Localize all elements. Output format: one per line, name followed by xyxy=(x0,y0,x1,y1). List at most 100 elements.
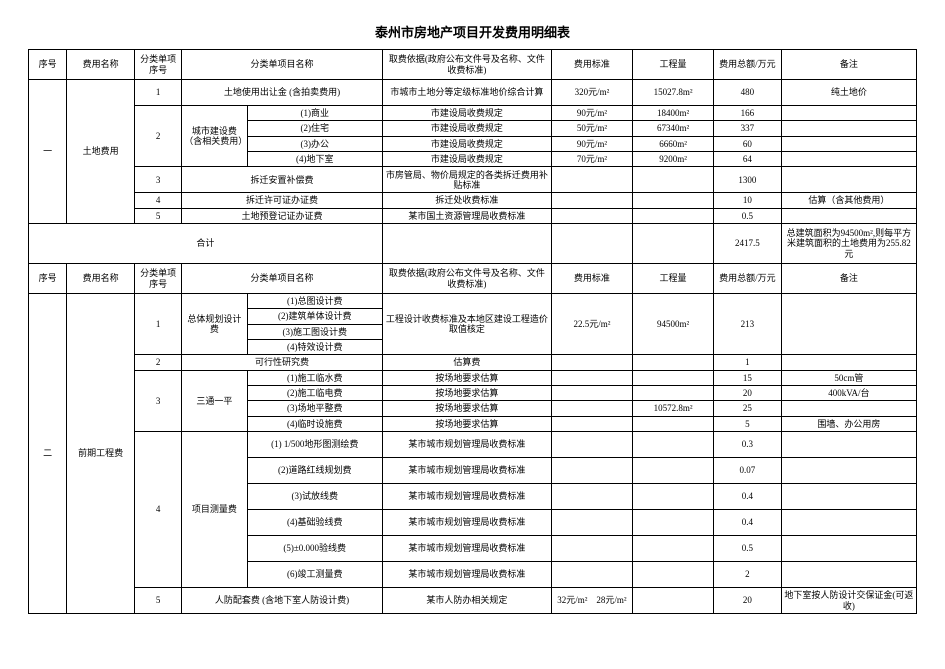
cell xyxy=(551,401,632,416)
col-amt: 费用总额/万元 xyxy=(714,264,782,294)
cell: 2 xyxy=(134,106,181,167)
cell: (4)基础验线费 xyxy=(247,510,382,536)
detail-table: 序号 费用名称 分类单项序号 分类单项目名称 取费依据(政府公布文件号及名称、文… xyxy=(28,49,917,614)
sec1-no: 一 xyxy=(29,80,67,224)
cell: 90元/m² xyxy=(551,106,632,121)
sec2-name: 前期工程费 xyxy=(67,294,135,614)
cell: 337 xyxy=(714,121,782,136)
cell: 按场地要求估算 xyxy=(382,416,551,431)
cell: 1 xyxy=(714,355,782,370)
cell: 10572.8m² xyxy=(632,401,713,416)
cell xyxy=(781,484,916,510)
cell: 地下室按人防设计交保证金(可返收) xyxy=(781,588,916,614)
cell: 工程设计收费标准及本地区建设工程造价取值核定 xyxy=(382,294,551,355)
cell xyxy=(781,294,916,355)
cell: 市城市土地分等定级标准地价综合计算 xyxy=(382,80,551,106)
col-std: 费用标准 xyxy=(551,50,632,80)
cell: 估算（含其他费用） xyxy=(781,193,916,208)
cell xyxy=(632,536,713,562)
cell xyxy=(551,355,632,370)
cell xyxy=(632,510,713,536)
cell: 6660m² xyxy=(632,136,713,151)
cell xyxy=(632,484,713,510)
cell: (1)总图设计费 xyxy=(247,294,382,309)
cell xyxy=(551,224,632,264)
cell: (2)施工临电费 xyxy=(247,386,382,401)
cell: 2 xyxy=(714,562,782,588)
subtotal-label: 合计 xyxy=(29,224,383,264)
cell: 50元/m² xyxy=(551,121,632,136)
cell: (6)竣工测量费 xyxy=(247,562,382,588)
cell xyxy=(781,401,916,416)
cell: 拆迁安置补偿费 xyxy=(182,167,383,193)
cell: 67340m² xyxy=(632,121,713,136)
cell xyxy=(551,536,632,562)
cell xyxy=(632,355,713,370)
cell: 5 xyxy=(134,588,181,614)
col-basis: 取费依据(政府公布文件号及名称、文件收费标准) xyxy=(382,50,551,80)
col-note: 备注 xyxy=(781,264,916,294)
col-qty: 工程量 xyxy=(632,264,713,294)
cell: 15027.8m² xyxy=(632,80,713,106)
cell: 某市城市规划管理局收费标准 xyxy=(382,458,551,484)
cell: 1300 xyxy=(714,167,782,193)
col-subseq: 分类单项序号 xyxy=(134,50,181,80)
cell: 可行性研究费 xyxy=(182,355,383,370)
col-amt: 费用总额/万元 xyxy=(714,50,782,80)
cell: 按场地要求估算 xyxy=(382,386,551,401)
cell: 2417.5 xyxy=(714,224,782,264)
cell: 50cm管 xyxy=(781,370,916,385)
cell xyxy=(781,106,916,121)
cell: (4)特效设计费 xyxy=(247,340,382,355)
cell: 90元/m² xyxy=(551,136,632,151)
cell xyxy=(632,562,713,588)
cell: 估算费 xyxy=(382,355,551,370)
cell: 市房管局、物价局规定的各类拆迁费用补贴标准 xyxy=(382,167,551,193)
cell: 5 xyxy=(714,416,782,431)
cell: 22.5元/m² xyxy=(551,294,632,355)
cell: 10 xyxy=(714,193,782,208)
sec2-no: 二 xyxy=(29,294,67,614)
col-item: 分类单项目名称 xyxy=(182,50,383,80)
cell: (3)场地平整费 xyxy=(247,401,382,416)
cell: 人防配套费 (含地下室人防设计费) xyxy=(182,588,383,614)
cell: 某市人防办相关规定 xyxy=(382,588,551,614)
cell: 0.07 xyxy=(714,458,782,484)
cell: 某市城市规划管理局收费标准 xyxy=(382,536,551,562)
cell xyxy=(632,458,713,484)
sec1-name: 土地费用 xyxy=(67,80,135,224)
cell: (4)地下室 xyxy=(247,152,382,167)
cell: 土地使用出让金 (含拍卖费用) xyxy=(182,80,383,106)
cell xyxy=(551,167,632,193)
cell: 市建设局收费规定 xyxy=(382,136,551,151)
cell xyxy=(551,510,632,536)
cell: 20 xyxy=(714,588,782,614)
cell: (4)临时设施费 xyxy=(247,416,382,431)
cell xyxy=(632,167,713,193)
col-seq: 序号 xyxy=(29,264,67,294)
cell xyxy=(632,224,713,264)
cell: (1)商业 xyxy=(247,106,382,121)
col-name: 费用名称 xyxy=(67,264,135,294)
cell: (1) 1/500地形图测绘费 xyxy=(247,432,382,458)
cell: 市建设局收费规定 xyxy=(382,106,551,121)
col-item: 分类单项目名称 xyxy=(182,264,383,294)
cell xyxy=(632,386,713,401)
cell: (5)±0.000验线费 xyxy=(247,536,382,562)
cell xyxy=(551,562,632,588)
cell: 某市城市规划管理局收费标准 xyxy=(382,484,551,510)
cell xyxy=(781,355,916,370)
cell: 0.3 xyxy=(714,432,782,458)
cell xyxy=(551,193,632,208)
cell: 32元/m² 28元/m² xyxy=(551,588,632,614)
cell: 0.5 xyxy=(714,536,782,562)
cell: 某市城市规划管理局收费标准 xyxy=(382,562,551,588)
cell xyxy=(632,432,713,458)
cell xyxy=(781,536,916,562)
cell xyxy=(781,432,916,458)
cell: 拆迁许可证办证费 xyxy=(182,193,383,208)
cell: 项目测量费 xyxy=(182,432,247,588)
cell xyxy=(551,458,632,484)
cell xyxy=(632,370,713,385)
cell: 纯土地价 xyxy=(781,80,916,106)
